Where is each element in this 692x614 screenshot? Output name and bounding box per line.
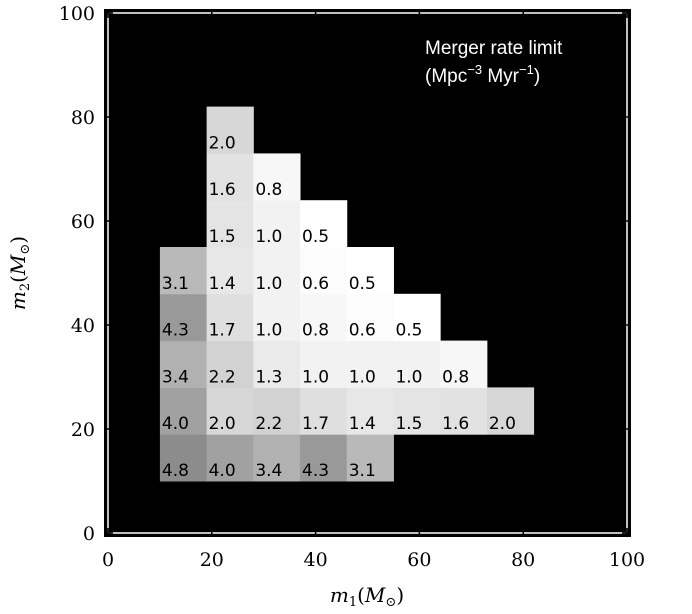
heatmap-cell xyxy=(253,340,301,388)
y-tick-label: 80 xyxy=(71,107,95,129)
cell-value-label: 3.1 xyxy=(349,461,376,481)
heatmap-cell xyxy=(253,200,301,248)
cell-value-label: 0.5 xyxy=(349,274,376,294)
heatmap-cell xyxy=(440,387,488,435)
heatmap-cell xyxy=(346,293,394,342)
annotation-line-1: Merger rate limit xyxy=(425,38,563,59)
heatmap-cell xyxy=(206,387,254,435)
heatmap-cell xyxy=(159,340,208,388)
cell-value-label: 1.0 xyxy=(255,274,282,294)
x-tick-label: 40 xyxy=(304,549,328,571)
plot-frame xyxy=(104,9,631,537)
cell-value-label: 1.0 xyxy=(255,227,282,247)
heatmap-cell xyxy=(206,340,254,388)
heatmap-cell xyxy=(206,153,254,201)
heatmap-cell xyxy=(206,247,254,295)
cell-value-label: 1.0 xyxy=(349,367,376,387)
annotation-line-2: (Mpc−3 Myr−1) xyxy=(425,62,540,87)
cell-value-label: 2.0 xyxy=(209,414,236,434)
heatmap-cell xyxy=(393,340,441,388)
cell-value-label: 4.3 xyxy=(302,461,329,481)
cell-value-label: 0.5 xyxy=(302,227,329,247)
heatmap-cell xyxy=(300,387,348,435)
heatmap-cell xyxy=(393,387,441,435)
heatmap-cell xyxy=(206,106,254,154)
cell-value-label: 1.7 xyxy=(209,321,236,341)
cell-value-label: 4.8 xyxy=(162,461,189,481)
heatmap-cell xyxy=(206,434,254,482)
heatmap-cell xyxy=(253,247,301,295)
heatmap-cell xyxy=(346,434,394,482)
heatmap-cell xyxy=(300,200,348,248)
cell-value-label: 2.0 xyxy=(489,414,516,434)
heatmap-cell xyxy=(486,387,535,435)
cell-value-label: 1.4 xyxy=(209,274,236,294)
axis-ticks xyxy=(105,10,630,536)
cell-value-label: 1.3 xyxy=(255,367,282,387)
x-tick-label: 20 xyxy=(200,549,224,571)
cell-value-label: 1.5 xyxy=(395,414,422,434)
y-tick-label: 60 xyxy=(71,211,95,233)
cell-value-label: 3.4 xyxy=(255,461,282,481)
heatmap-cell xyxy=(300,434,348,482)
x-tick-label: 100 xyxy=(609,549,645,571)
y-tick-label: 20 xyxy=(71,419,95,441)
cell-value-label: 2.0 xyxy=(209,133,236,153)
x-axis-title: m1(M⊙) xyxy=(330,583,404,610)
heatmap-cell xyxy=(253,387,301,435)
heatmap-cells: 4.8 4.0 3.4 4.3 3.1 4.0 2.0 2.2 1.7 1.4 1.5 1.6 2.0 3… xyxy=(159,106,535,482)
heatmap-cell xyxy=(159,387,208,435)
heatmap-cell xyxy=(300,247,348,295)
cell-value-label: 1.7 xyxy=(302,414,329,434)
cell-value-label: 2.2 xyxy=(209,367,236,387)
heatmap-cell xyxy=(206,200,254,248)
x-tick-label: 0 xyxy=(102,549,114,571)
heatmap-cell xyxy=(346,247,394,295)
cell-value-label: 1.4 xyxy=(349,414,376,434)
y-tick-label: 100 xyxy=(59,3,95,25)
plot-inner-frame xyxy=(107,12,628,534)
y-tick-label: 40 xyxy=(71,315,95,337)
cell-value-label: 1.0 xyxy=(395,367,422,387)
cell-value-label: 1.0 xyxy=(255,321,282,341)
heatmap-cell xyxy=(300,340,348,388)
y-tick-label: 0 xyxy=(83,523,95,545)
cell-value-label: 3.4 xyxy=(162,367,189,387)
x-tick-labels: 0 20 40 60 80 100 xyxy=(102,549,645,571)
cell-value-label: 0.8 xyxy=(255,180,282,200)
x-tick-label: 80 xyxy=(511,549,535,571)
cell-value-label: 4.0 xyxy=(162,414,189,434)
heatmap-cell xyxy=(346,340,394,388)
cell-value-label: 0.5 xyxy=(395,321,422,341)
heatmap-cell xyxy=(253,153,301,201)
x-tick-label: 60 xyxy=(407,549,431,571)
heatmap-cell xyxy=(393,293,441,342)
y-tick-labels: 0 20 40 60 80 100 xyxy=(59,3,95,545)
cell-value-label: 2.2 xyxy=(255,414,282,434)
heatmap-cell xyxy=(159,293,208,342)
y-axis-title: m2(M⊙) xyxy=(6,236,33,310)
heatmap-cell xyxy=(253,293,301,342)
cell-value-label: 0.6 xyxy=(302,274,329,294)
cell-value-label: 4.3 xyxy=(162,321,189,341)
cell-value-label: 0.8 xyxy=(302,321,329,341)
cell-value-label: 0.6 xyxy=(349,321,376,341)
heatmap-cell xyxy=(346,387,394,435)
cell-value-label: 1.0 xyxy=(302,367,329,387)
heatmap-cell xyxy=(440,340,488,388)
heatmap-cell xyxy=(159,434,208,482)
cell-value-label: 4.0 xyxy=(209,461,236,481)
cell-value-label: 3.1 xyxy=(162,274,189,294)
cell-value-label: 1.6 xyxy=(209,180,236,200)
heatmap-cell xyxy=(159,247,208,295)
cell-value-label: 0.8 xyxy=(442,367,469,387)
cell-value-label: 1.6 xyxy=(442,414,469,434)
cell-value-label: 1.5 xyxy=(209,227,236,247)
heatmap-cell xyxy=(300,293,348,342)
heatmap-cell xyxy=(206,293,254,342)
heatmap-cell xyxy=(253,434,301,482)
